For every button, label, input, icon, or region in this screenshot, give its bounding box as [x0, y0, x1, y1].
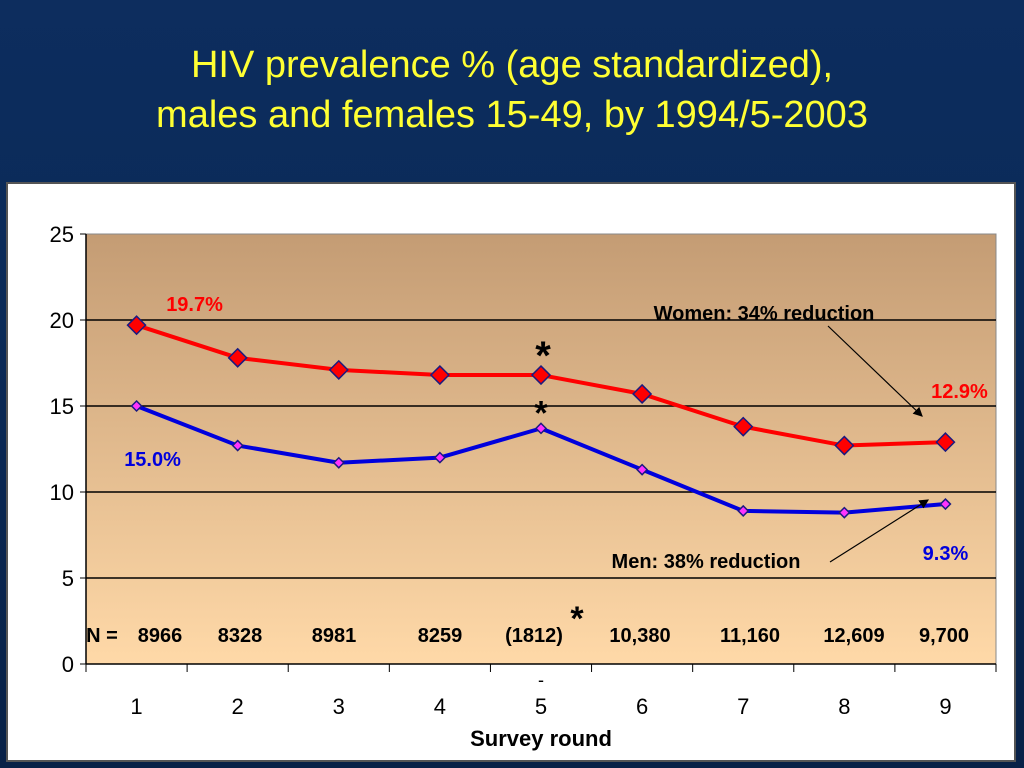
sample-size-label: N =	[86, 625, 118, 647]
men-data-point	[130, 399, 143, 413]
women-start-label: 19.7%	[166, 294, 223, 316]
women-reduction-arrow	[827, 325, 923, 417]
slide-title: HIV prevalence % (age standardized), mal…	[0, 40, 1024, 140]
sample-star-annotation: *	[570, 600, 584, 638]
women-end-label: 12.9%	[931, 381, 988, 403]
men-data-point	[939, 497, 952, 511]
sample-size-value: 8259	[418, 625, 463, 647]
men-data-point	[433, 451, 446, 464]
women-data-point	[733, 416, 754, 437]
women-data-point	[429, 364, 450, 386]
women-data-point	[227, 347, 248, 368]
women-data-point	[935, 432, 956, 453]
y-tick-label: 0	[62, 652, 74, 677]
x-tick-label: 8	[838, 694, 850, 719]
men-star-annotation: *	[534, 394, 548, 432]
x-tick-label: 5	[535, 694, 547, 719]
y-tick-label: 20	[50, 308, 74, 333]
men-data-point	[534, 422, 548, 435]
men-data-point	[737, 504, 750, 517]
men-data-point	[636, 463, 649, 476]
sample-size-value: 8966	[138, 625, 183, 647]
men-data-point	[231, 439, 244, 452]
men-end-label: 9.3%	[923, 543, 969, 565]
women-data-point	[126, 315, 147, 336]
sample-size-value: (1812)	[505, 625, 563, 647]
men-reduction-arrow	[829, 499, 930, 563]
women-data-point	[834, 435, 855, 456]
sample-size-value: 9,700	[919, 625, 969, 647]
y-tick-label: 15	[50, 394, 74, 419]
x-tick-label: 6	[636, 694, 648, 719]
y-tick-label: 10	[50, 480, 74, 505]
x-tick-label: 4	[434, 694, 446, 719]
sample-size-value: 8981	[312, 625, 357, 647]
x-tick-label: 3	[333, 694, 345, 719]
men-data-point	[838, 506, 851, 519]
y-tick-label: 5	[62, 566, 74, 591]
sample-size-value: 10,380	[609, 625, 670, 647]
women-data-point	[632, 383, 653, 405]
x-tick-label: 2	[232, 694, 244, 719]
men-reduction-label: Men: 38% reduction	[612, 551, 801, 573]
sample-size-value: 8328	[218, 625, 263, 647]
y-tick-label: 25	[50, 222, 74, 247]
x-tick-label: 7	[737, 694, 749, 719]
sample-size-value: 11,160	[720, 625, 780, 647]
x-axis-dash: -	[538, 670, 544, 690]
x-tick-label: 1	[130, 694, 142, 719]
women-data-point	[328, 359, 349, 380]
women-data-point	[530, 364, 552, 386]
men-data-point	[332, 456, 345, 469]
x-axis-title: Survey round	[470, 726, 612, 751]
women-reduction-label: Women: 34% reduction	[654, 303, 875, 325]
title-line-2: males and females 15-49, by 1994/5-2003	[156, 94, 868, 136]
chart-frame: 0 5 10 15 20 25 1 2 3 4 5 6 7 8 9 - Survey round 19.7% 12…	[6, 182, 1016, 762]
x-tick-label: 9	[939, 694, 951, 719]
women-star-annotation: *	[535, 334, 551, 378]
title-line-1: HIV prevalence % (age standardized),	[190, 44, 834, 86]
sample-size-value: 12,609	[823, 625, 884, 647]
men-start-label: 15.0%	[124, 449, 181, 471]
line-chart: 0 5 10 15 20 25 1 2 3 4 5 6 7 8 9 - Survey round 19.7% 12…	[50, 222, 997, 751]
